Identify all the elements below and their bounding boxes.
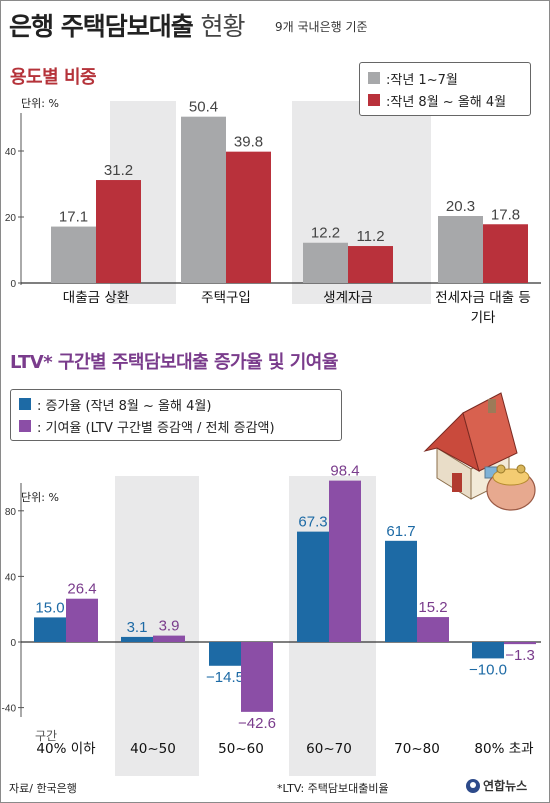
y-tick-label: 0 [10,279,16,290]
legend-swatch [368,72,380,84]
section1-unit: 단위: % [21,97,59,110]
data-label: 39.8 [234,134,263,151]
bar [297,531,329,642]
yonhap-logo: 연합뉴스 [466,777,527,794]
data-label: 50.4 [189,99,218,116]
legend-label: :작년 1~7월 [386,72,458,88]
bar [121,636,153,642]
data-label: −42.6 [238,715,276,732]
data-label: 98.4 [330,463,359,480]
category-label: 기타 [471,310,496,326]
data-label: −10.0 [469,661,507,678]
bar [241,642,273,712]
y-tick-label: 20 [5,213,17,224]
bar [66,598,98,642]
data-label: 31.2 [104,162,133,179]
category-label: 50~60 [218,741,264,757]
bar [472,642,504,659]
bar [348,246,393,283]
range-label: 구간 [35,729,58,743]
data-label: 3.1 [127,619,148,636]
legend-item: : 증가율 (작년 8월 ~ 올해 4월) [11,393,341,415]
source-note: 자료/ 한국은행 [9,782,77,795]
house-icon [423,392,518,500]
data-label: 20.3 [446,198,475,215]
y-tick-label: 40 [5,147,17,158]
category-label: 대출금 상환 [63,290,129,306]
bar [483,224,528,283]
category-label: 40~50 [130,741,176,757]
category-label: 70~80 [394,741,440,757]
y-tick-label: 0 [10,638,16,649]
page-title-sub: 현황 [200,12,245,41]
bar [209,642,241,666]
bar [153,635,185,642]
bar [438,216,483,283]
bar [34,617,66,642]
data-label: 17.1 [59,209,88,226]
bar [385,540,417,642]
bar [417,617,449,642]
section2-unit: 단위: % [21,491,59,504]
basis-note: 9개 국내은행 기준 [275,20,368,34]
data-label: 3.9 [159,618,180,635]
data-label: −1.3 [505,647,535,664]
data-label: 15.0 [35,599,64,616]
category-label: 전세자금 대출 등 [435,290,531,306]
background-band [115,476,199,776]
bar [51,226,96,283]
page-title: 은행 주택담보대출 현황 [9,7,245,43]
data-label: −14.5 [206,669,244,686]
legend-item: : 기여율 (LTV 구간별 증감액 / 전체 증감액) [11,415,341,437]
legend-label: :작년 8월 ~ 올해 4월 [386,94,507,110]
data-label: 12.2 [311,225,340,242]
data-label: 11.2 [356,228,384,245]
coin-purse-icon [486,464,536,511]
bar [504,642,536,645]
section1-legend: :작년 1~7월 :작년 8월 ~ 올해 4월 [359,62,531,116]
legend-label: : 기여율 (LTV 구간별 증감액 / 전체 증감액) [37,420,275,436]
legend-item: :작년 1~7월 [360,67,530,89]
legend-swatch [19,398,31,410]
page-title-main: 은행 주택담보대출 [9,12,194,41]
section2-legend: : 증가율 (작년 8월 ~ 올해 4월) : 기여율 (LTV 구간별 증감액… [10,389,342,441]
bar [96,180,141,283]
legend-swatch [368,94,380,106]
category-label: 60~70 [306,741,352,757]
bar [329,480,361,642]
section2-title: LTV* 구간별 주택담보대출 증가율 및 기여율 [10,352,338,373]
category-label: 40% 이하 [36,741,96,757]
y-tick-label: 40 [5,572,17,583]
ltv-footnote: *LTV: 주택담보대출비율 [277,782,389,795]
y-tick-label: -40 [2,704,17,715]
yonhap-logo-icon [466,778,480,793]
bar [303,242,348,283]
legend-item: :작년 8월 ~ 올해 4월 [360,89,530,111]
section1-title: 용도별 비중 [10,67,97,88]
legend-swatch [19,420,31,432]
legend-label: : 증가율 (작년 8월 ~ 올해 4월) [37,398,212,414]
category-label: 생계자금 [323,290,373,306]
bar [226,151,271,283]
data-label: 26.4 [67,581,96,598]
bar [181,116,226,284]
yonhap-logo-text: 연합뉴스 [483,779,528,793]
y-tick-label: 80 [5,507,17,518]
category-label: 80% 초과 [474,741,533,757]
data-label: 61.7 [386,523,415,540]
data-label: 67.3 [298,514,327,531]
category-label: 주택구입 [201,290,251,306]
data-label: 17.8 [491,206,520,223]
data-label: 15.2 [418,599,447,616]
house-door [452,473,462,492]
